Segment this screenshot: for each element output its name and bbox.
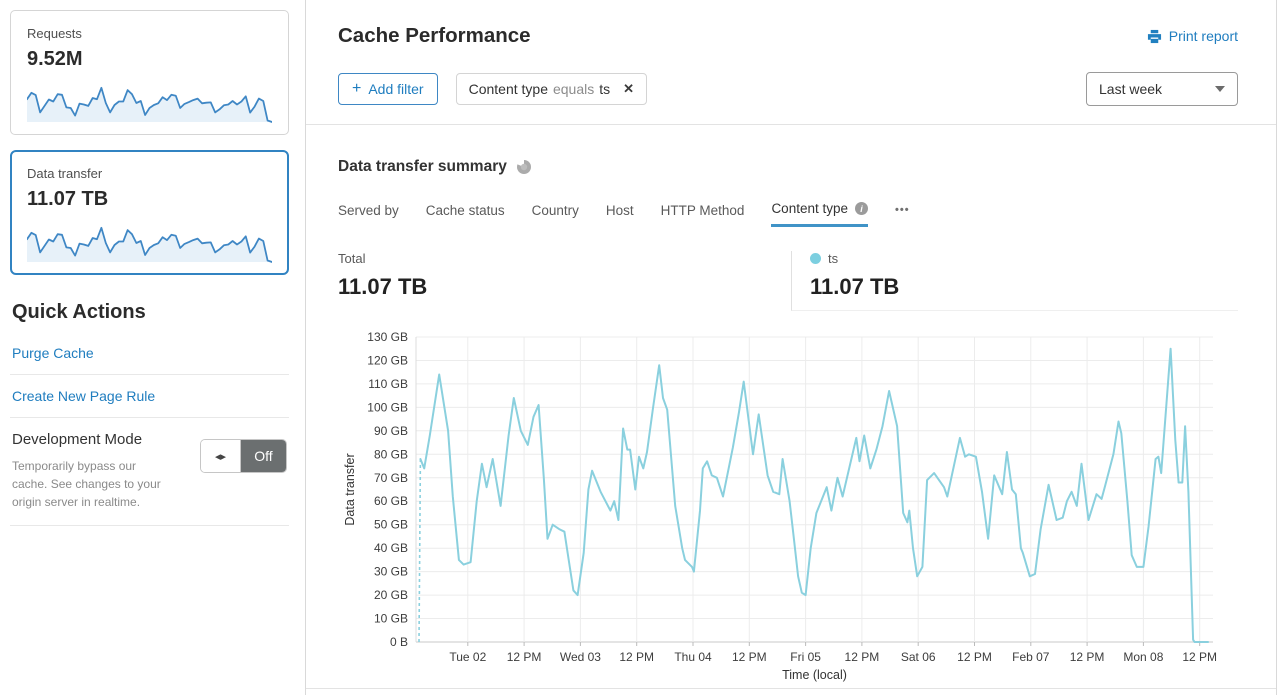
svg-text:Data transfer: Data transfer [343,453,357,525]
tab-cache-status[interactable]: Cache status [425,202,505,218]
series-legend-dot [810,253,821,264]
data-transfer-card-label: Data transfer [27,166,103,181]
main-content: Cache Performance Print report + Add fil… [306,0,1276,695]
data-transfer-sparkline-chart [27,226,272,263]
add-filter-label: Add filter [368,81,424,97]
line-chart-canvas[interactable]: 0 B 10 GB 20 GB 30 GB 40 GB 50 GB 60 GB 70 GB 80… [338,324,1227,686]
svg-text:Wed 03: Wed 03 [560,650,601,664]
quick-actions-title: Quick Actions [12,301,146,323]
development-mode-toggle[interactable]: ◂▸ Off [200,439,287,473]
svg-text:12 PM: 12 PM [507,650,542,664]
requests-card-value: 9.52M [27,48,83,70]
filter-row: + Add filter Content type equals ts ✕ La… [306,72,1276,106]
requests-card-label: Requests [27,26,82,41]
series-legend-name: ts [828,251,839,266]
filter-value: ts [599,81,611,97]
svg-text:120 GB: 120 GB [367,354,408,368]
create-page-rule-row: Create New Page Rule [10,375,289,418]
svg-text:12 PM: 12 PM [1070,650,1105,664]
main-header: Cache Performance Print report [306,0,1276,48]
total-label: Total [338,251,366,266]
svg-text:90 GB: 90 GB [374,424,408,438]
section-bottom-divider [306,688,1276,689]
svg-text:40 GB: 40 GB [374,541,408,555]
series-legend-value: 11.07 TB [810,274,900,299]
summary-tabs: Served by Cache status Country Host HTTP… [338,201,1238,227]
svg-text:12 PM: 12 PM [619,650,654,664]
svg-text:12 PM: 12 PM [732,650,767,664]
svg-text:130 GB: 130 GB [367,330,408,344]
svg-text:12 PM: 12 PM [957,650,992,664]
svg-text:50 GB: 50 GB [374,518,408,532]
total-value: 11.07 TB [338,274,428,299]
development-mode-section: Development Mode Temporarily bypass our … [10,418,289,526]
toggle-off-label: Off [241,440,286,472]
svg-text:Mon 08: Mon 08 [1123,650,1163,664]
svg-text:Feb 07: Feb 07 [1012,650,1050,664]
tab-content-type[interactable]: Content type i [771,201,868,227]
remove-filter-icon[interactable]: ✕ [623,81,635,96]
purge-cache-row: Purge Cache [10,332,289,375]
create-new-page-rule-link[interactable]: Create New Page Rule [12,388,156,404]
svg-text:20 GB: 20 GB [374,588,408,602]
toggle-arrows-icon: ◂▸ [201,440,241,472]
svg-text:60 GB: 60 GB [374,494,408,508]
svg-text:12 PM: 12 PM [1182,650,1217,664]
legend-column: ts 11.07 TB [791,251,1238,311]
tab-served-by[interactable]: Served by [338,202,399,218]
more-tabs-icon[interactable]: ••• [895,204,910,216]
page-title: Cache Performance [338,24,531,47]
development-mode-description: Temporarily bypass our cache. See change… [12,459,161,509]
summary-title: Data transfer summary [338,158,507,175]
svg-text:Sat 06: Sat 06 [901,650,936,664]
data-transfer-chart: 0 B 10 GB 20 GB 30 GB 40 GB 50 GB 60 GB 70 GB 80… [338,324,1238,686]
print-report-label: Print report [1168,28,1238,44]
svg-text:10 GB: 10 GB [374,612,408,626]
chevron-down-icon [1215,86,1225,92]
svg-text:0 B: 0 B [390,635,408,649]
filter-operator: equals [552,81,595,97]
data-freshness-icon [516,159,531,174]
printer-icon [1147,29,1161,43]
totals-row: Total 11.07 TB ts 11.07 TB [338,251,1238,311]
tab-country[interactable]: Country [531,202,579,218]
svg-text:Thu 04: Thu 04 [674,650,712,664]
requests-sparkline-chart [27,86,272,123]
svg-text:100 GB: 100 GB [367,400,408,414]
add-filter-button[interactable]: + Add filter [338,73,438,105]
svg-text:110 GB: 110 GB [368,377,408,391]
data-transfer-summary-section: Data transfer summary Served by Cache st… [306,158,1276,686]
svg-text:70 GB: 70 GB [374,471,408,485]
info-icon[interactable]: i [855,202,868,215]
time-range-value: Last week [1099,81,1163,97]
tab-http-method[interactable]: HTTP Method [660,202,745,218]
requests-metric-card[interactable]: Requests 9.52M [10,10,289,135]
data-transfer-card-value: 11.07 TB [27,188,109,210]
filter-field: Content type [468,81,548,97]
development-mode-title: Development Mode [12,431,143,448]
sidebar: Requests 9.52M Data transfer 11.07 TB Qu… [0,0,306,695]
header-divider [306,124,1276,125]
tab-host[interactable]: Host [605,202,634,218]
svg-text:30 GB: 30 GB [374,565,408,579]
plus-icon: + [352,80,362,97]
svg-text:12 PM: 12 PM [845,650,880,664]
filter-chip-content-type[interactable]: Content type equals ts ✕ [455,73,648,105]
time-range-select[interactable]: Last week [1086,72,1238,106]
data-transfer-metric-card[interactable]: Data transfer 11.07 TB [10,150,289,275]
svg-text:Time (local): Time (local) [782,668,847,682]
svg-text:Fri 05: Fri 05 [790,650,821,664]
purge-cache-link[interactable]: Purge Cache [12,345,94,361]
print-report-link[interactable]: Print report [1147,28,1238,44]
svg-text:Tue 02: Tue 02 [449,650,486,664]
svg-text:80 GB: 80 GB [374,447,408,461]
total-column: Total 11.07 TB [338,251,791,311]
